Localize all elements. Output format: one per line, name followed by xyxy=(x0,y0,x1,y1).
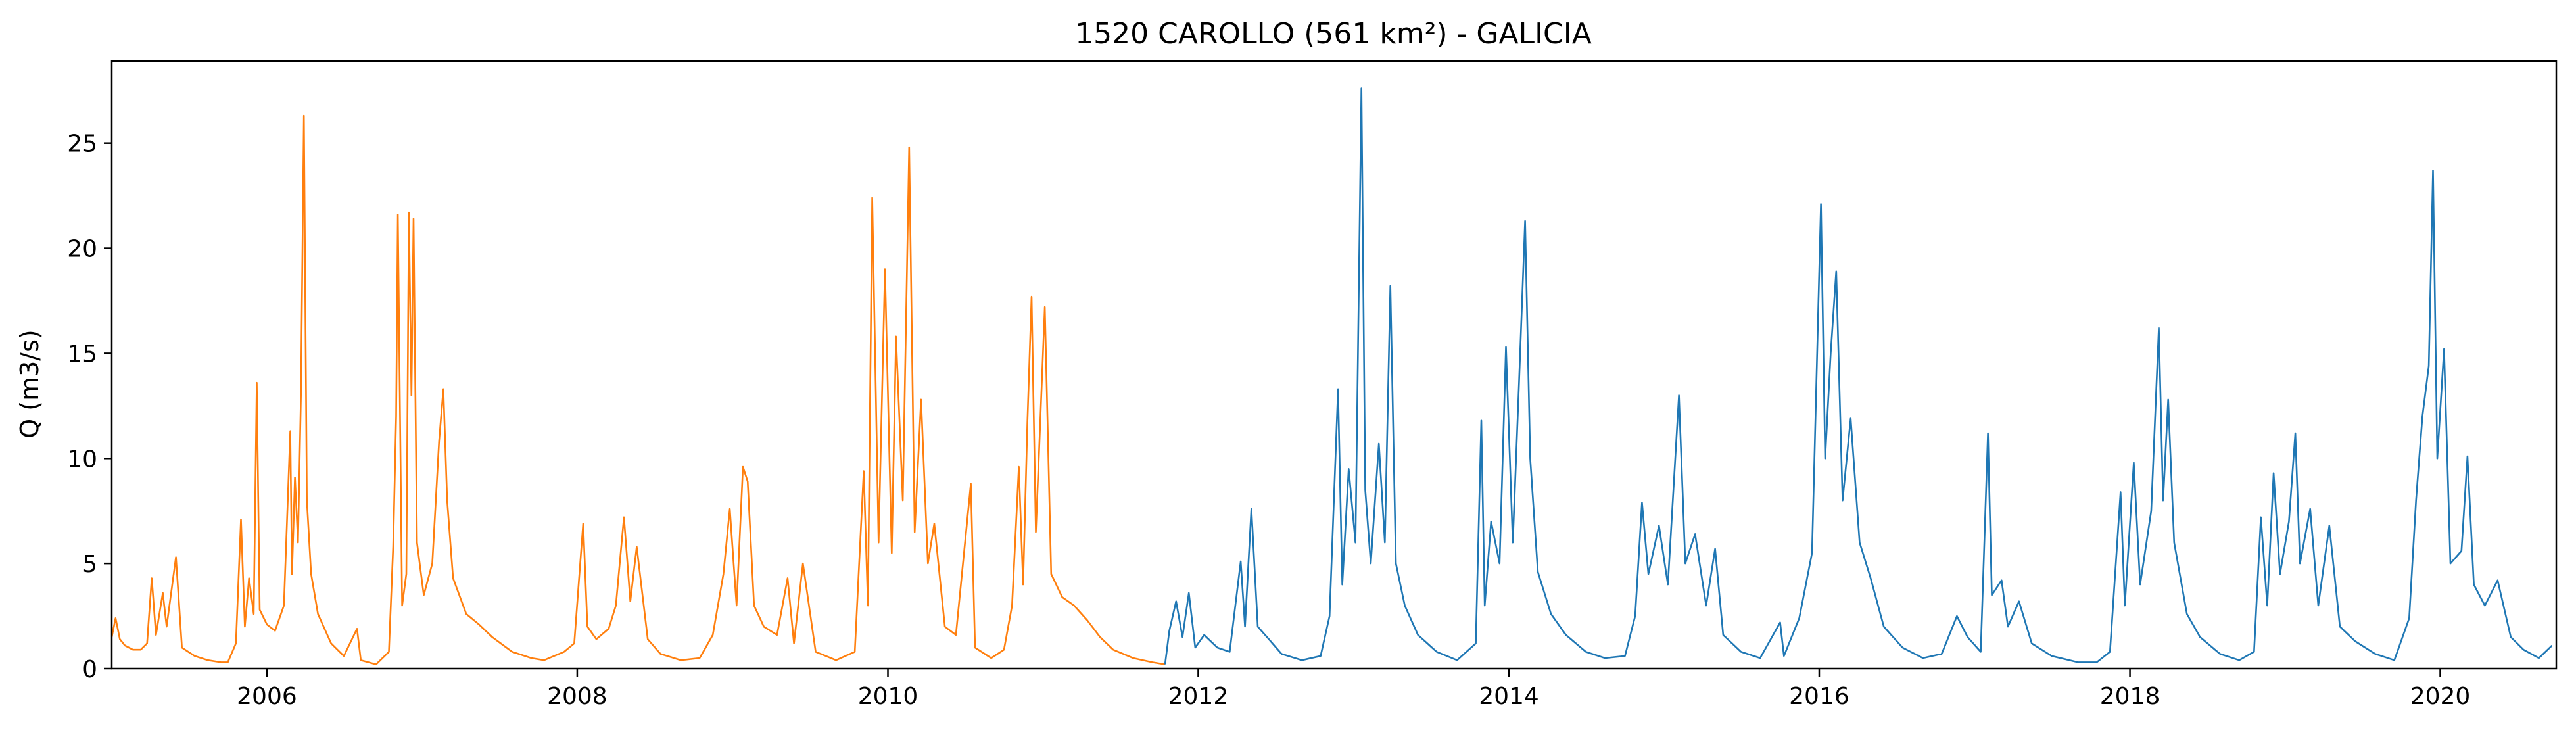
y-tick-label: 15 xyxy=(67,341,97,368)
y-axis: 0 5 10 15 20 25 xyxy=(67,131,112,683)
plot-area xyxy=(112,87,2553,665)
x-tick-label: 2006 xyxy=(237,683,297,710)
y-tick-label: 5 xyxy=(82,551,97,578)
x-tick-label: 2012 xyxy=(1168,683,1229,710)
x-axis: 2006 2008 2010 2012 2014 2016 2018 2020 xyxy=(237,669,2470,710)
x-tick-label: 2020 xyxy=(2410,683,2471,710)
x-tick-label: 2008 xyxy=(547,683,608,710)
series-line-1 xyxy=(112,114,1166,665)
plot-frame xyxy=(110,60,2558,670)
y-tick-label: 0 xyxy=(82,656,97,683)
x-tick-label: 2014 xyxy=(1479,683,1539,710)
y-tick-label: 10 xyxy=(67,446,97,473)
y-tick-label: 25 xyxy=(67,131,97,158)
series-line-2 xyxy=(1164,87,2553,665)
x-tick-label: 2010 xyxy=(858,683,918,710)
y-tick-label: 20 xyxy=(67,236,97,263)
x-tick-label: 2018 xyxy=(2100,683,2160,710)
y-axis-label: Q (m3/s) xyxy=(15,329,44,438)
chart-title: 1520 CAROLLO (561 km²) - GALICIA xyxy=(1075,17,1592,51)
x-tick-label: 2016 xyxy=(1789,683,1849,710)
